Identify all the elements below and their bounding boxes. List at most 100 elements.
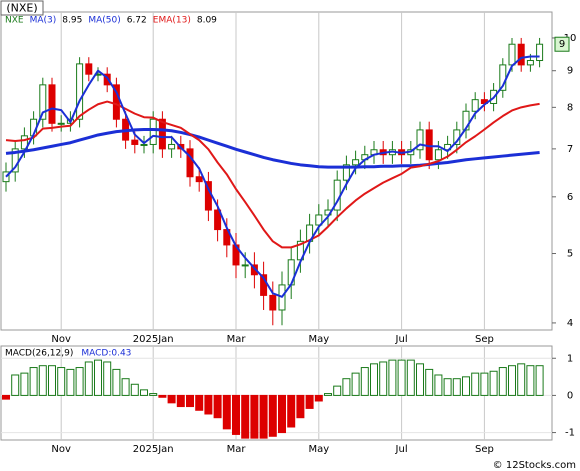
ma-line	[5, 55, 540, 298]
candle-body	[48, 84, 56, 124]
macd-bar	[75, 367, 84, 396]
candle-body	[517, 43, 525, 66]
candle-body	[186, 148, 194, 178]
macd-bar	[360, 367, 369, 396]
legend-value: 6.72	[127, 16, 147, 26]
macd-bar	[112, 368, 121, 396]
legend-name: MA(3)	[30, 16, 57, 26]
legend-value: 8.95	[62, 16, 82, 26]
macd-bar	[498, 367, 507, 396]
y-tick-label: 0	[567, 390, 573, 401]
candle-body	[536, 43, 544, 62]
macd-bar	[324, 393, 332, 396]
macd-bar	[416, 363, 424, 396]
candle-body	[250, 264, 258, 276]
x-tick-label: Mar	[227, 444, 247, 455]
macd-bar	[204, 394, 213, 415]
macd-bar	[351, 372, 360, 396]
macd-bar	[232, 394, 240, 435]
macd-bar	[38, 365, 47, 396]
macd-bar	[489, 370, 498, 396]
x-tick-label: Jul	[395, 334, 408, 345]
macd-bar	[305, 394, 314, 409]
macd-bar	[278, 394, 286, 434]
macd-bar	[535, 365, 544, 396]
macd-bar	[480, 372, 489, 396]
candle-body	[434, 149, 442, 161]
macd-bar	[333, 385, 342, 396]
macd-bar	[471, 372, 480, 396]
macd-bar	[452, 378, 461, 396]
x-tick-label: Nov	[51, 444, 71, 455]
candle-body	[214, 209, 222, 231]
price-label: 9	[559, 39, 565, 50]
macd-bar	[462, 376, 470, 396]
macd-bar	[176, 394, 185, 408]
y-tick-label: 10	[564, 33, 577, 44]
legend-value: 8.09	[197, 16, 217, 26]
macd-bar	[388, 359, 397, 396]
macd-bar	[140, 389, 148, 396]
candle-body	[195, 176, 203, 183]
macd-label: MACD:0.43	[81, 349, 131, 359]
macd-bar	[149, 393, 158, 396]
macd-bar	[195, 394, 204, 411]
candle-body	[57, 122, 65, 125]
macd-bar	[121, 378, 130, 396]
x-tick-label: 2025Jan	[133, 444, 174, 455]
macd-bar	[130, 383, 139, 396]
x-tick-label: Nov	[51, 334, 71, 345]
candle-body	[260, 274, 268, 296]
price-panel	[0, 11, 553, 331]
macd-bar	[370, 363, 378, 396]
macd-bar	[259, 394, 268, 439]
macd-bar	[526, 365, 535, 396]
macd-bar	[158, 394, 167, 398]
macd-bar	[425, 368, 434, 396]
macd-bar	[287, 394, 296, 428]
y-tick-label: 9	[567, 66, 573, 77]
candle-body	[526, 60, 534, 66]
candle-body	[269, 294, 277, 311]
macd-bar	[443, 378, 452, 396]
x-tick-label: Sep	[475, 334, 494, 345]
candle-body	[131, 139, 139, 145]
candle-body	[471, 99, 479, 112]
candle-body	[20, 135, 28, 150]
macd-bar	[296, 394, 305, 419]
candle-body	[85, 63, 93, 75]
candle-body	[112, 84, 120, 120]
candle-body	[158, 118, 166, 150]
candle-body	[2, 171, 10, 183]
macd-bar	[29, 367, 38, 396]
macd-bar	[213, 394, 222, 419]
candle-body	[140, 143, 148, 146]
macd-bar	[379, 361, 388, 396]
y-tick-label: -1	[565, 428, 575, 439]
macd-bar	[342, 378, 351, 396]
candle-body	[39, 84, 47, 120]
macd-bar	[11, 374, 20, 396]
copyright: © 12Stocks.com	[493, 460, 576, 471]
x-tick-label: May	[308, 444, 329, 455]
y-tick-label: 8	[567, 102, 573, 113]
legend-symbol: NXE	[5, 16, 24, 26]
title-box	[0, 0, 44, 16]
y-tick-label: 6	[567, 192, 573, 203]
macd-bar	[517, 363, 526, 396]
macd-bar	[250, 394, 259, 439]
x-tick-label: Sep	[475, 444, 494, 455]
macd-bar	[434, 374, 443, 396]
macd-bar	[186, 394, 194, 408]
macd-bar	[57, 367, 66, 396]
legend-name: EMA(13)	[153, 16, 191, 26]
candle-body	[241, 264, 249, 267]
macd-title: MACD(26,12,9)	[5, 349, 73, 359]
candle-body	[342, 164, 350, 181]
x-tick-label: 2025Jan	[133, 334, 174, 345]
macd-bar	[103, 361, 112, 396]
macd-bar	[66, 368, 75, 396]
y-tick-label: 1	[567, 353, 573, 364]
